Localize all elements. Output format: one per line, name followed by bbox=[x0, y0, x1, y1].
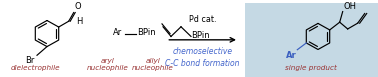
Text: dielectrophile: dielectrophile bbox=[11, 65, 61, 71]
Text: Ar: Ar bbox=[113, 28, 122, 37]
Text: chemoselective
C-C bond formation: chemoselective C-C bond formation bbox=[165, 47, 240, 68]
Text: Ar: Ar bbox=[285, 51, 296, 60]
Text: H: H bbox=[76, 17, 82, 26]
Text: OH: OH bbox=[344, 2, 357, 11]
Text: allyl
nucleophile: allyl nucleophile bbox=[132, 58, 174, 71]
Text: Pd cat.: Pd cat. bbox=[189, 14, 216, 23]
Text: single product: single product bbox=[285, 65, 337, 71]
Text: BPin: BPin bbox=[191, 31, 210, 40]
Text: aryl
nucleophile: aryl nucleophile bbox=[87, 58, 129, 71]
Text: Br: Br bbox=[26, 56, 35, 65]
Text: O: O bbox=[75, 2, 81, 11]
Bar bbox=[245, 3, 378, 77]
Text: BPin: BPin bbox=[137, 28, 156, 37]
